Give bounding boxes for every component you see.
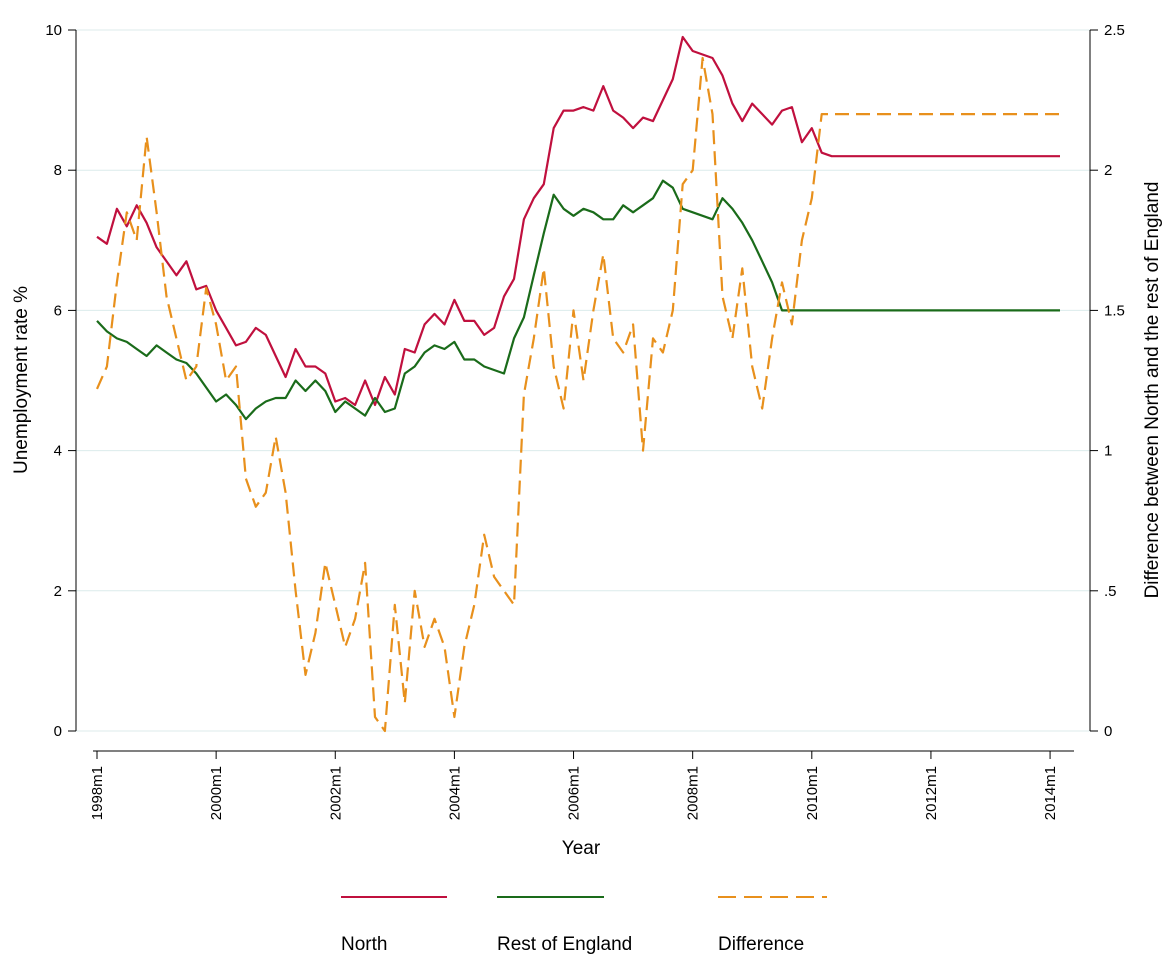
- x-tick-label: 2010m1: [804, 766, 821, 820]
- y-right-tick-label: 1: [1104, 443, 1112, 460]
- axes: [75, 30, 1091, 752]
- series-layer: [95, 35, 1060, 733]
- series-line-difference: [95, 56, 1060, 733]
- y-right-tick-label: .5: [1104, 583, 1117, 600]
- legend-label-north: North: [341, 934, 387, 955]
- x-tick-label: 2004m1: [446, 766, 463, 820]
- x-tick-label: 2008m1: [685, 766, 702, 820]
- legend-label-difference: Difference: [718, 934, 804, 955]
- legend-label-rest-of-england: Rest of England: [497, 934, 632, 955]
- y-axis-left-title: Unemployment rate %: [11, 286, 32, 474]
- y-axis-right-title: Difference between North and the rest of…: [1142, 182, 1163, 599]
- gridlines: [76, 29, 1090, 732]
- x-tick-label: 2012m1: [923, 766, 940, 820]
- x-tick-label: 2006m1: [566, 766, 583, 820]
- series-line-north: [96, 35, 1060, 407]
- ticks: 0 2 4 6 8 10 0 .5 1 1.5 2 2.5 1998m1 2000m1 2002m1 2004…: [45, 22, 1125, 820]
- y-right-tick-label: 2.5: [1104, 22, 1125, 39]
- x-tick-label: 1998m1: [89, 766, 106, 820]
- x-tick-label: 2014m1: [1042, 766, 1059, 820]
- y-left-tick-label: 6: [54, 302, 62, 319]
- y-left-tick-label: 2: [54, 583, 62, 600]
- y-left-tick-label: 4: [54, 443, 62, 460]
- x-tick-label: 2002m1: [327, 766, 344, 820]
- x-axis-title: Year: [562, 838, 601, 859]
- y-right-tick-label: 2: [1104, 162, 1112, 179]
- y-right-tick-label: 1.5: [1104, 302, 1125, 319]
- y-left-tick-label: 10: [45, 22, 62, 39]
- y-left-tick-label: 0: [54, 723, 62, 740]
- y-left-tick-label: 8: [54, 162, 62, 179]
- x-tick-label: 2000m1: [208, 766, 225, 820]
- series-line-rest-of-england: [96, 179, 1060, 421]
- y-right-tick-label: 0: [1104, 723, 1112, 740]
- legend: North Rest of England Difference: [341, 896, 827, 955]
